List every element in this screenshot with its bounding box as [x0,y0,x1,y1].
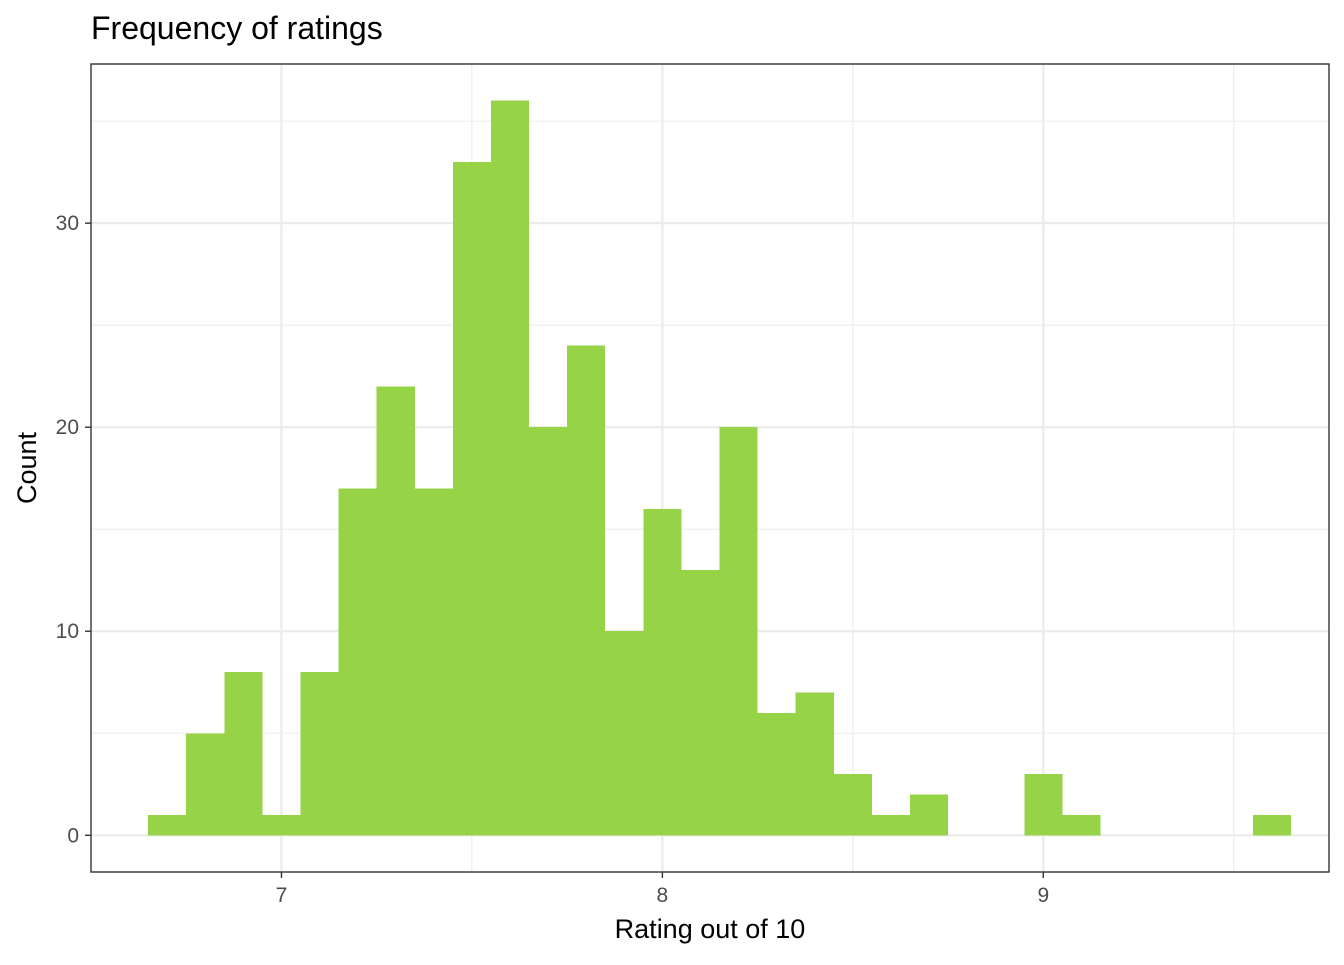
x-tick-label: 7 [276,884,288,907]
histogram-bar [719,427,758,836]
histogram-bar [681,570,720,836]
histogram-bar [1024,774,1063,836]
histogram-bar [148,814,187,836]
histogram-bar [376,386,415,836]
y-tick-label: 0 [67,824,79,847]
chart-title: Frequency of ratings [91,10,383,46]
y-axis-title: Count [12,431,42,504]
x-axis: 7 8 9 [276,872,1049,907]
histogram-bar [605,631,644,836]
histogram-bar [452,161,491,836]
histogram-bar [871,814,910,836]
histogram-bar [490,100,530,836]
x-tick-label: 9 [1037,884,1049,907]
histogram-bar [1062,814,1101,836]
x-tick-label: 8 [657,884,669,907]
histogram-bar [224,672,263,836]
histogram-bar [300,672,339,836]
histogram-bar [529,427,568,836]
y-tick-label: 20 [56,416,79,439]
histogram-bar [1252,814,1291,836]
histogram-bar [338,488,377,836]
panel-border [90,63,1330,873]
histogram-bar [909,794,949,836]
histogram-bar [567,345,606,836]
histogram-bar [414,488,453,836]
histogram-bar [757,712,796,836]
histogram-bar [643,508,682,836]
y-tick-label: 10 [56,620,79,643]
histogram-bar [186,733,225,836]
y-tick-label: 30 [56,212,79,235]
histogram-bar [833,774,872,836]
histogram-bar [795,692,834,836]
histogram-bar [262,814,301,836]
histogram-bars [148,100,1291,836]
x-axis-title: Rating out of 10 [615,914,806,944]
y-axis: 0 10 20 30 [56,212,91,847]
